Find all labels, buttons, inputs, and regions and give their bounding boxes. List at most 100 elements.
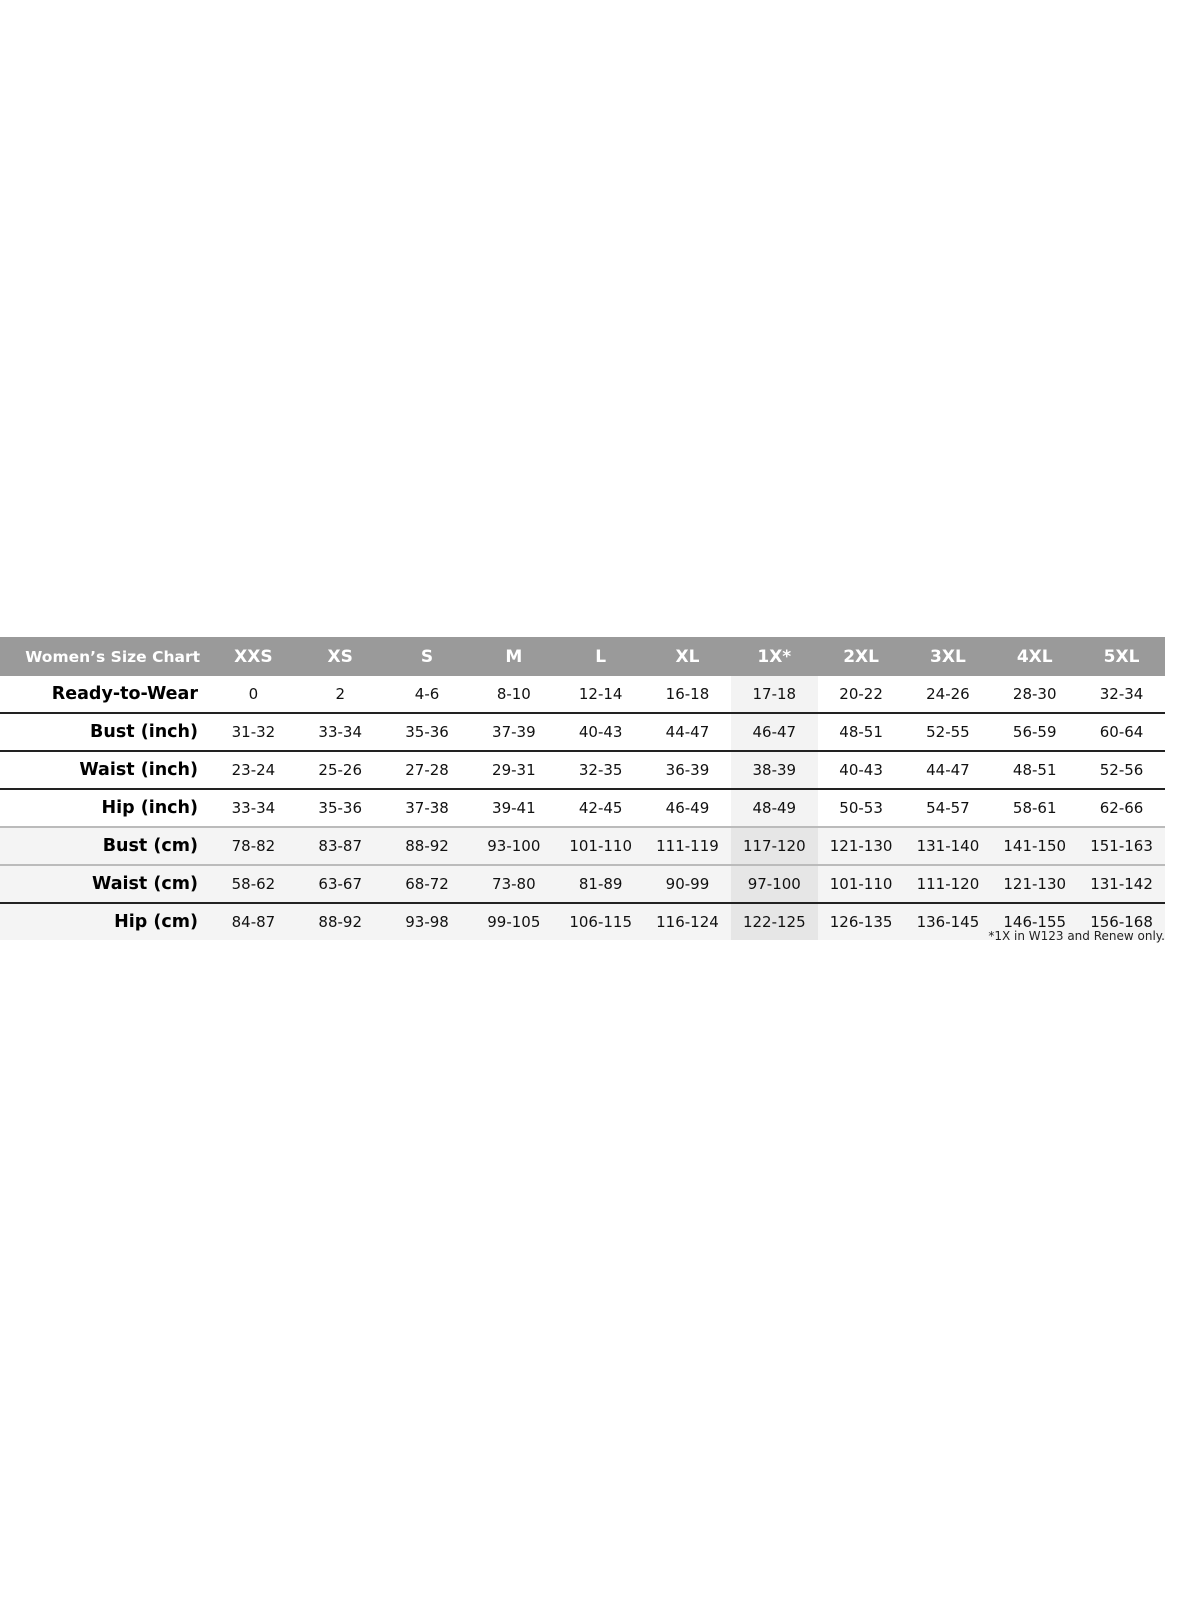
- table-cell: 38-39: [730, 751, 818, 790]
- size-header: XL: [644, 637, 731, 676]
- table-cell: 52-55: [904, 713, 992, 752]
- size-header: 4XL: [991, 637, 1079, 676]
- table-cell: 97-100: [730, 865, 818, 904]
- table-cell: 146-155: [991, 903, 1079, 940]
- row-label: Ready-to-Wear: [0, 676, 210, 714]
- table-cell: 121-130: [991, 865, 1079, 904]
- table-cell: 126-135: [817, 903, 905, 940]
- table-cell: 122-125: [730, 903, 818, 940]
- table-cell: 131-140: [904, 827, 992, 866]
- table-cell: 54-57: [904, 789, 992, 828]
- table-cell: 101-110: [557, 827, 645, 866]
- row-label: Hip (cm): [0, 903, 210, 940]
- table-cell: 29-31: [470, 751, 558, 790]
- table-cell: 117-120: [730, 827, 818, 866]
- footnote: *1X in W123 and Renew only.: [988, 929, 1165, 943]
- table-row: Hip (cm) 84-87 88-92 93-98 99-105 106-115 116-…: [0, 903, 1165, 940]
- table-cell: 83-87: [296, 827, 384, 866]
- table-cell: 37-38: [383, 789, 471, 828]
- table-cell: 32-35: [557, 751, 645, 790]
- table-cell: 42-45: [557, 789, 645, 828]
- row-label: Waist (cm): [0, 865, 210, 904]
- table-cell: 4-6: [383, 676, 471, 714]
- table-cell: 16-18: [644, 676, 731, 714]
- table-cell: 46-47: [730, 713, 818, 752]
- table-cell: 44-47: [904, 751, 992, 790]
- table-cell: 36-39: [644, 751, 731, 790]
- table-cell: 35-36: [383, 713, 471, 752]
- header-row: Women’s Size Chart XXS XS S M L XL 1X* 2XL 3XL 4X…: [0, 637, 1165, 676]
- table-cell: 78-82: [210, 827, 297, 866]
- table-cell: 40-43: [817, 751, 905, 790]
- table-cell: 84-87: [210, 903, 297, 940]
- table-cell: 111-120: [904, 865, 992, 904]
- table-cell: 88-92: [296, 903, 384, 940]
- table-cell: 44-47: [644, 713, 731, 752]
- table-cell: 39-41: [470, 789, 558, 828]
- table-cell: 93-98: [383, 903, 471, 940]
- table-cell: 99-105: [470, 903, 558, 940]
- table-cell: 35-36: [296, 789, 384, 828]
- table-cell: 68-72: [383, 865, 471, 904]
- table-cell: 33-34: [210, 789, 297, 828]
- table-cell: 106-115: [557, 903, 645, 940]
- table-cell: 20-22: [817, 676, 905, 714]
- table-cell: 56-59: [991, 713, 1079, 752]
- table-cell: 81-89: [557, 865, 645, 904]
- size-header: XXS: [210, 637, 297, 676]
- table-cell: 27-28: [383, 751, 471, 790]
- size-header: M: [470, 637, 558, 676]
- table-cell: 50-53: [817, 789, 905, 828]
- table-cell: 48-49: [730, 789, 818, 828]
- table-row: Bust (cm) 78-82 83-87 88-92 93-100 101-110 111…: [0, 827, 1165, 866]
- table-cell: 33-34: [296, 713, 384, 752]
- row-label: Hip (inch): [0, 789, 210, 828]
- table-cell: 63-67: [296, 865, 384, 904]
- table-cell: 40-43: [557, 713, 645, 752]
- table-cell: 141-150: [991, 827, 1079, 866]
- table-cell: 156-168: [1078, 903, 1165, 940]
- table-cell: 37-39: [470, 713, 558, 752]
- size-header: 2XL: [817, 637, 905, 676]
- table-cell: 62-66: [1078, 789, 1165, 828]
- table-cell: 88-92: [383, 827, 471, 866]
- size-header: 5XL: [1078, 637, 1165, 676]
- table-cell: 111-119: [644, 827, 731, 866]
- size-chart: Women’s Size Chart XXS XS S M L XL 1X* 2XL 3XL 4X…: [0, 637, 1165, 940]
- table-row: Hip (inch) 33-34 35-36 37-38 39-41 42-45 46-49…: [0, 789, 1165, 828]
- table-cell: 121-130: [817, 827, 905, 866]
- table-cell: 17-18: [730, 676, 818, 714]
- table-cell: 28-30: [991, 676, 1079, 714]
- table-cell: 0: [210, 676, 297, 714]
- chart-title: Women’s Size Chart: [0, 637, 210, 676]
- table-cell: 58-62: [210, 865, 297, 904]
- table-row: Waist (inch) 23-24 25-26 27-28 29-31 32-35 36-…: [0, 751, 1165, 790]
- table-cell: 116-124: [644, 903, 731, 940]
- size-header: S: [383, 637, 471, 676]
- table-cell: 136-145: [904, 903, 992, 940]
- table-cell: 12-14: [557, 676, 645, 714]
- table-row: Waist (cm) 58-62 63-67 68-72 73-80 81-89 90-99…: [0, 865, 1165, 904]
- size-header: 3XL: [904, 637, 992, 676]
- size-header: L: [557, 637, 645, 676]
- table-cell: 25-26: [296, 751, 384, 790]
- table-cell: 101-110: [817, 865, 905, 904]
- table-cell: 151-163: [1078, 827, 1165, 866]
- table-cell: 93-100: [470, 827, 558, 866]
- table-cell: 48-51: [817, 713, 905, 752]
- table-row: Ready-to-Wear 0 2 4-6 8-10 12-14 16-18 17-18 20-…: [0, 676, 1165, 714]
- table-cell: 31-32: [210, 713, 297, 752]
- row-label: Bust (inch): [0, 713, 210, 752]
- table-cell: 131-142: [1078, 865, 1165, 904]
- row-label: Bust (cm): [0, 827, 210, 866]
- table-cell: 2: [296, 676, 384, 714]
- table-row: Bust (inch) 31-32 33-34 35-36 37-39 40-43 44-4…: [0, 713, 1165, 752]
- size-header: XS: [296, 637, 384, 676]
- size-header: 1X*: [730, 637, 818, 676]
- size-chart-table: Women’s Size Chart XXS XS S M L XL 1X* 2XL 3XL 4X…: [0, 637, 1165, 940]
- table-cell: 48-51: [991, 751, 1079, 790]
- table-cell: 58-61: [991, 789, 1079, 828]
- table-cell: 23-24: [210, 751, 297, 790]
- table-cell: 52-56: [1078, 751, 1165, 790]
- table-cell: 8-10: [470, 676, 558, 714]
